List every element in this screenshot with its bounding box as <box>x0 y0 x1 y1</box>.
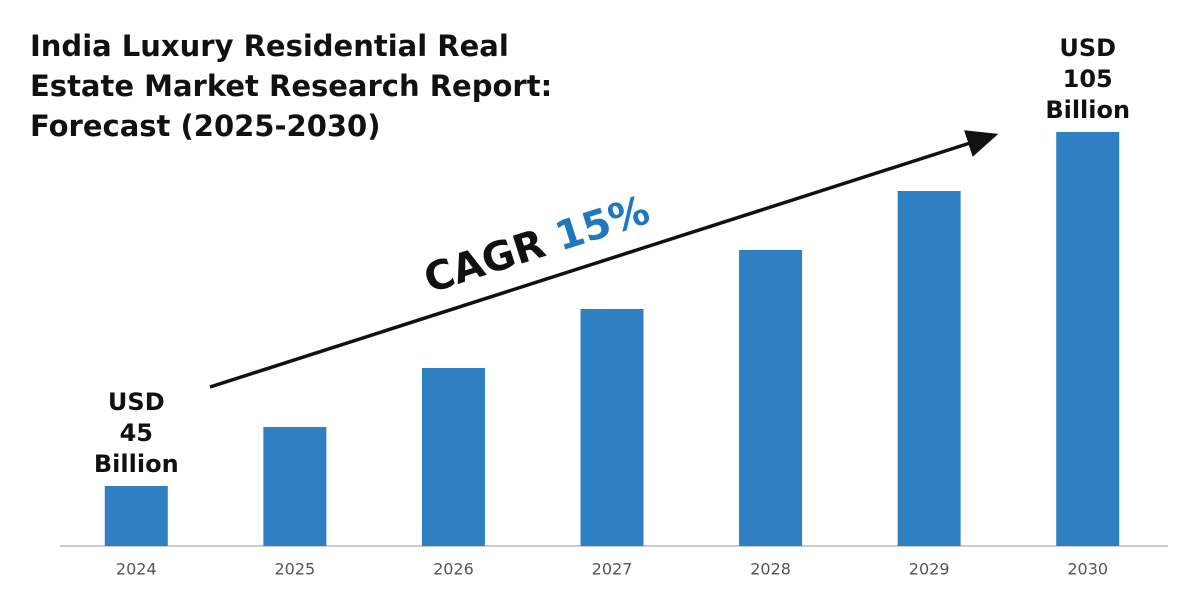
chart-title: India Luxury Residential Real Estate Mar… <box>30 29 553 143</box>
value-label: USD 45 Billion <box>93 388 179 478</box>
x-tick-label: 2028 <box>750 560 791 579</box>
x-tick-label: 2024 <box>116 560 157 579</box>
bar <box>897 191 961 546</box>
x-tick-label: 2025 <box>274 560 315 579</box>
bar <box>104 486 168 546</box>
x-tick-label: 2026 <box>433 560 474 579</box>
trend-arrow <box>209 130 999 389</box>
x-tick-label: 2029 <box>909 560 950 579</box>
bar <box>580 309 644 546</box>
x-tick-label: 2027 <box>592 560 633 579</box>
value-label: USD 105 Billion <box>1045 34 1131 124</box>
x-tick-label: 2030 <box>1067 560 1108 579</box>
bar <box>1056 132 1120 546</box>
bar <box>263 427 327 546</box>
bar <box>421 368 485 546</box>
bar <box>739 250 803 546</box>
